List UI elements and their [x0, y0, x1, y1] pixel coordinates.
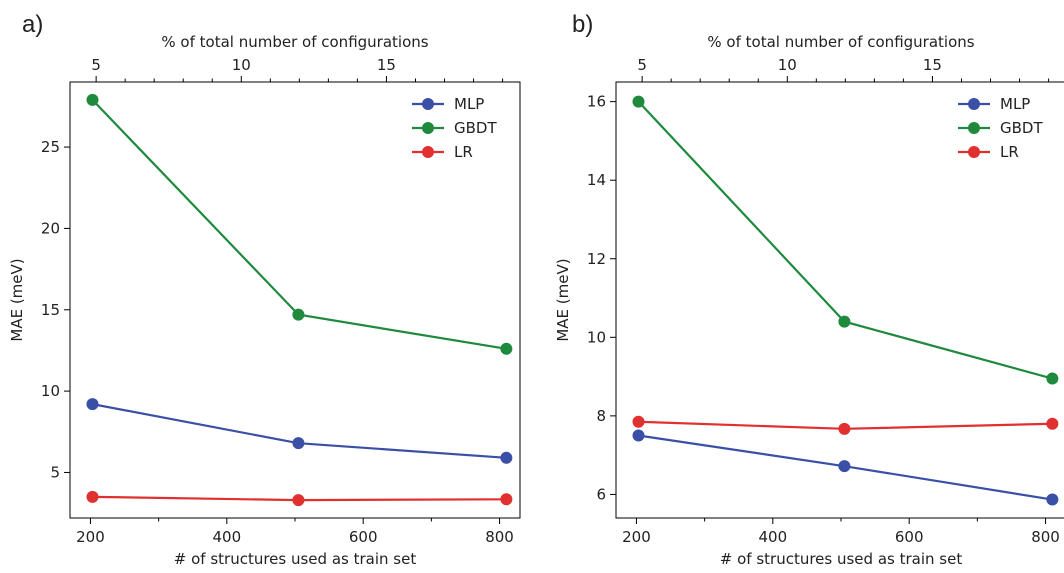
y-tick-label: 15 — [41, 301, 60, 319]
x-tick-label: 200 — [622, 528, 651, 546]
top-x-tick-label: 10 — [778, 56, 797, 74]
data-point-lr — [1046, 417, 1059, 430]
legend-marker-mlp — [422, 98, 434, 110]
y-tick-label: 25 — [41, 138, 60, 156]
data-point-gbdt — [86, 93, 99, 106]
legend-marker-lr — [968, 146, 980, 158]
legend-label-gbdt: GBDT — [454, 119, 497, 137]
data-point-mlp — [500, 451, 513, 464]
legend-label-gbdt: GBDT — [1000, 119, 1043, 137]
top-x-tick-label: 5 — [637, 56, 647, 74]
y-tick-label: 10 — [587, 328, 606, 346]
data-point-mlp — [292, 437, 305, 450]
y-tick-label: 14 — [587, 171, 606, 189]
top-x-tick-label: 15 — [923, 56, 942, 74]
y-tick-label: 16 — [587, 93, 606, 111]
data-point-mlp — [632, 429, 645, 442]
data-point-gbdt — [1046, 372, 1059, 385]
panel-a-top-xlabel: % of total number of configurations — [161, 33, 428, 51]
data-point-lr — [292, 494, 305, 507]
data-point-gbdt — [632, 95, 645, 108]
data-point-mlp — [86, 398, 99, 411]
legend-marker-gbdt — [968, 122, 980, 134]
data-point-mlp — [1046, 493, 1059, 506]
data-point-mlp — [838, 460, 851, 473]
series-line-mlp — [92, 403, 507, 459]
x-tick-label: 600 — [349, 528, 378, 546]
data-point-gbdt — [292, 308, 305, 321]
panel-a: a) % of total number of configurations #… — [8, 11, 521, 568]
data-point-lr — [500, 493, 513, 506]
panel-b-xlabel: # of structures used as train set — [720, 550, 963, 568]
panel-b-ylabel: MAE (meV) — [554, 258, 572, 341]
y-tick-label: 6 — [596, 485, 606, 503]
x-tick-label: 600 — [895, 528, 924, 546]
x-tick-label: 800 — [485, 528, 514, 546]
top-x-tick-label: 15 — [377, 56, 396, 74]
data-point-lr — [632, 415, 645, 428]
panel-b-frame — [615, 81, 1064, 519]
panel-a-label: a) — [22, 11, 43, 38]
legend-label-mlp: MLP — [454, 95, 484, 113]
panel-a-ylabel: MAE (meV) — [8, 258, 26, 341]
x-tick-label: 800 — [1031, 528, 1060, 546]
data-point-gbdt — [500, 342, 513, 355]
panel-b-top-xlabel: % of total number of configurations — [707, 33, 974, 51]
data-point-lr — [86, 490, 99, 503]
legend-marker-gbdt — [422, 122, 434, 134]
y-tick-label: 20 — [41, 219, 60, 237]
y-tick-label: 10 — [41, 382, 60, 400]
legend-marker-lr — [422, 146, 434, 158]
x-tick-label: 200 — [76, 528, 105, 546]
panel-b-label: b) — [572, 11, 593, 38]
top-x-tick-label: 10 — [232, 56, 251, 74]
legend-marker-mlp — [968, 98, 980, 110]
top-x-tick-label: 5 — [91, 56, 101, 74]
panel-b: b) % of total number of configurations #… — [554, 11, 1064, 568]
y-tick-label: 12 — [587, 250, 606, 268]
panel-a-xlabel: # of structures used as train set — [174, 550, 417, 568]
legend-label-mlp: MLP — [1000, 95, 1030, 113]
y-tick-label: 8 — [596, 407, 606, 425]
x-tick-label: 400 — [758, 528, 787, 546]
data-point-lr — [838, 422, 851, 435]
legend-label-lr: LR — [1000, 143, 1019, 161]
legend-label-lr: LR — [454, 143, 473, 161]
series-line-gbdt — [637, 100, 1053, 380]
data-point-gbdt — [838, 315, 851, 328]
x-tick-label: 400 — [212, 528, 241, 546]
y-tick-label: 5 — [50, 463, 60, 481]
